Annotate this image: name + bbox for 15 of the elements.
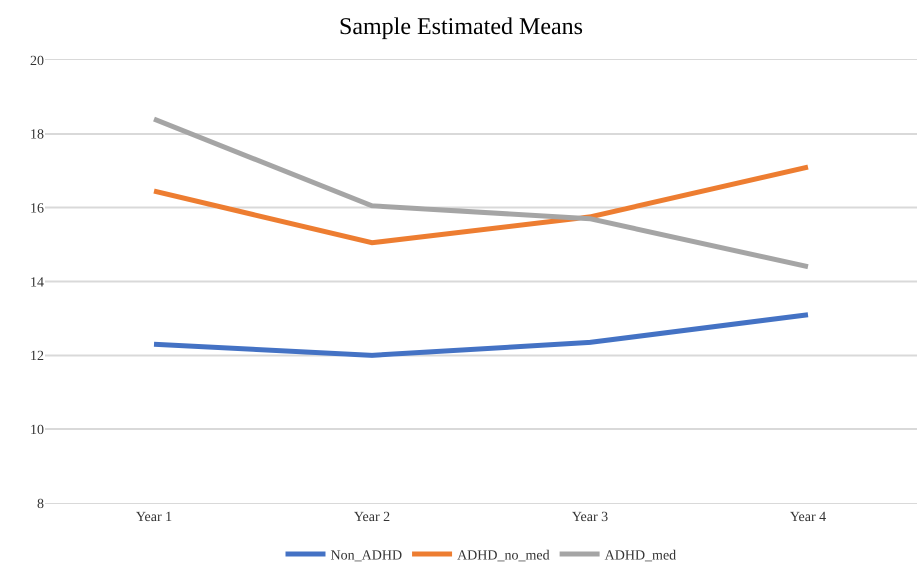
y-tick-label: 14 <box>30 275 44 290</box>
legend-label: ADHD_med <box>604 548 676 564</box>
x-tick-label: Year 2 <box>354 510 390 525</box>
legend-label: ADHD_no_med <box>457 548 550 564</box>
y-tick-label: 18 <box>30 128 44 143</box>
y-tick-label: 10 <box>30 423 44 438</box>
x-tick-label: Year 3 <box>572 510 608 525</box>
y-tick-label: 16 <box>30 202 44 217</box>
y-tick-label: 12 <box>30 349 44 364</box>
legend-label: Non_ADHD <box>330 548 402 564</box>
x-tick-label: Year 1 <box>136 510 172 525</box>
chart-title: Sample Estimated Means <box>339 14 583 40</box>
x-tick-label: Year 4 <box>790 510 826 525</box>
y-tick-label: 8 <box>37 496 44 512</box>
y-tick-label: 20 <box>30 54 44 69</box>
